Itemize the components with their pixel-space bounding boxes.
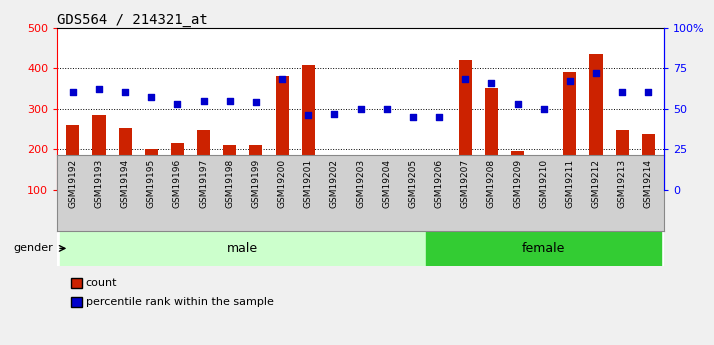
Point bbox=[433, 114, 445, 119]
Point bbox=[67, 90, 79, 95]
Point bbox=[381, 106, 393, 111]
Text: GSM19209: GSM19209 bbox=[513, 159, 522, 208]
Text: GSM19197: GSM19197 bbox=[199, 159, 208, 208]
Bar bbox=[328, 178, 341, 190]
Text: GSM19202: GSM19202 bbox=[330, 159, 339, 208]
Text: GSM19194: GSM19194 bbox=[121, 159, 130, 208]
Bar bbox=[66, 125, 79, 190]
Point bbox=[643, 90, 654, 95]
Bar bbox=[145, 149, 158, 190]
Bar bbox=[60, 231, 426, 266]
Bar bbox=[119, 128, 131, 190]
Point bbox=[460, 77, 471, 82]
Text: GSM19199: GSM19199 bbox=[251, 159, 261, 208]
Text: GDS564 / 214321_at: GDS564 / 214321_at bbox=[57, 12, 208, 27]
Bar bbox=[302, 65, 315, 190]
Text: GSM19205: GSM19205 bbox=[408, 159, 418, 208]
Text: GSM19207: GSM19207 bbox=[461, 159, 470, 208]
Point bbox=[250, 99, 261, 105]
Point bbox=[172, 101, 183, 107]
Bar bbox=[249, 145, 263, 190]
Point bbox=[564, 78, 575, 84]
Text: GSM19200: GSM19200 bbox=[278, 159, 286, 208]
Bar bbox=[426, 231, 661, 266]
Point bbox=[355, 106, 366, 111]
Text: GSM19193: GSM19193 bbox=[94, 159, 104, 208]
Text: gender: gender bbox=[14, 244, 54, 253]
Point bbox=[224, 98, 236, 104]
Text: GSM19204: GSM19204 bbox=[382, 159, 391, 208]
Bar bbox=[485, 88, 498, 190]
Bar bbox=[406, 178, 419, 190]
Point bbox=[616, 90, 628, 95]
Point bbox=[328, 111, 340, 116]
Bar bbox=[615, 130, 629, 190]
Text: percentile rank within the sample: percentile rank within the sample bbox=[86, 297, 273, 307]
Bar bbox=[458, 60, 472, 190]
Point bbox=[407, 114, 418, 119]
Point bbox=[538, 106, 549, 111]
Point bbox=[198, 98, 209, 104]
Point bbox=[119, 90, 131, 95]
Bar bbox=[511, 151, 524, 190]
Text: GSM19214: GSM19214 bbox=[644, 159, 653, 208]
Text: GSM19206: GSM19206 bbox=[435, 159, 443, 208]
Point bbox=[303, 112, 314, 118]
Bar bbox=[433, 171, 446, 190]
Point bbox=[512, 101, 523, 107]
Point bbox=[486, 80, 497, 86]
Bar bbox=[642, 134, 655, 190]
Text: count: count bbox=[86, 278, 117, 288]
Text: GSM19192: GSM19192 bbox=[69, 159, 77, 208]
Point bbox=[590, 70, 602, 76]
Text: GSM19213: GSM19213 bbox=[618, 159, 627, 208]
Text: GSM19203: GSM19203 bbox=[356, 159, 365, 208]
Point bbox=[94, 87, 105, 92]
Text: GSM19212: GSM19212 bbox=[591, 159, 600, 208]
Point bbox=[276, 77, 288, 82]
Bar bbox=[563, 72, 576, 190]
Bar bbox=[171, 143, 184, 190]
Text: GSM19211: GSM19211 bbox=[565, 159, 574, 208]
Bar bbox=[276, 76, 288, 190]
Text: GSM19198: GSM19198 bbox=[226, 159, 234, 208]
Point bbox=[146, 95, 157, 100]
Bar bbox=[223, 145, 236, 190]
Text: male: male bbox=[227, 242, 258, 255]
Bar bbox=[590, 54, 603, 190]
Bar bbox=[92, 115, 106, 190]
Bar bbox=[380, 164, 393, 190]
Text: GSM19201: GSM19201 bbox=[303, 159, 313, 208]
Bar bbox=[354, 169, 367, 190]
Bar bbox=[537, 168, 550, 190]
Text: GSM19196: GSM19196 bbox=[173, 159, 182, 208]
Bar bbox=[197, 130, 210, 190]
Text: female: female bbox=[522, 242, 565, 255]
Text: GSM19208: GSM19208 bbox=[487, 159, 496, 208]
Text: GSM19195: GSM19195 bbox=[147, 159, 156, 208]
Text: GSM19210: GSM19210 bbox=[539, 159, 548, 208]
